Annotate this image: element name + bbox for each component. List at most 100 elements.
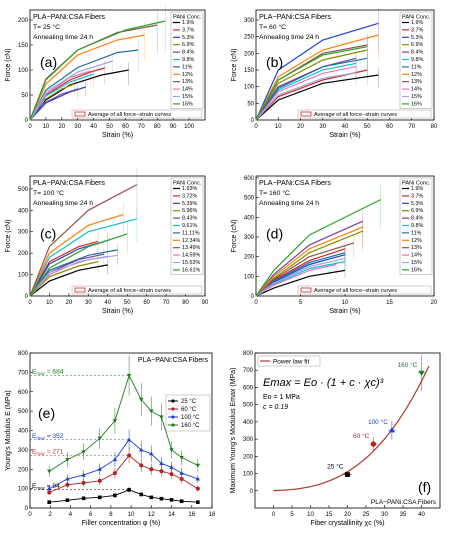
series-line [29, 34, 145, 121]
legend-marker [171, 407, 175, 411]
legend-title: PANi Conc. [173, 15, 202, 21]
annotation-temperature: T= 25 °C [33, 23, 60, 31]
legend-label: 14% [411, 87, 422, 93]
y-tick-label: 500 [18, 187, 29, 193]
x-tick-label: 20 [344, 512, 351, 518]
legend-label: 1.9% [411, 20, 423, 26]
emax-annotation: Emax = 352 [32, 433, 64, 441]
legend-label: 8.4% [411, 50, 423, 56]
panel-title: PLA−PANi:CSA Fibers [33, 12, 105, 21]
data-point [159, 469, 164, 474]
x-tick-label: 10 [342, 300, 349, 306]
y-tick-label: 250 [244, 35, 255, 41]
y-axis-label: Maximum Young's Modulus Emax (MPa) [230, 368, 237, 494]
legend-title: PANi Conc. [402, 181, 431, 187]
legend-label: 16% [411, 267, 422, 273]
data-point [345, 472, 350, 477]
y-tick-label: 100 [243, 472, 254, 478]
data-point [159, 496, 164, 501]
x-tick-label: 80 [182, 300, 189, 306]
y-tick-label: 300 [18, 448, 29, 454]
data-point [179, 476, 184, 481]
series-line [29, 88, 78, 121]
y-tick-label: 50 [247, 101, 254, 107]
series-line [255, 199, 381, 297]
y-tick-label: 500 [243, 403, 254, 409]
series-line [29, 184, 138, 297]
data-point [127, 487, 131, 492]
x-tick-label: 50 [124, 300, 131, 306]
panel-letter: (e) [38, 405, 55, 421]
legend-label: 13% [411, 79, 422, 85]
panel-title: PLA−PANi:CSA Fibers [138, 357, 209, 364]
y-axis-label: Force (cN) [231, 48, 238, 81]
x-tick-label: 20 [297, 124, 304, 130]
data-point [370, 441, 377, 447]
data-point [65, 457, 70, 462]
panel-letter: (a) [40, 54, 57, 70]
y-tick-label: 300 [243, 437, 254, 443]
series-line [255, 22, 379, 121]
panel-e: 0 2 4 6 8 10 12 14 16 18 0 100 200 300 400 500 600 700 800… [5, 351, 216, 527]
data-point [388, 426, 395, 433]
x-axis-label: Strain (%) [329, 308, 360, 315]
annotation-time: Annealing time 24 h [33, 200, 93, 207]
series-line [29, 218, 138, 297]
legend-label: 13% [182, 79, 193, 85]
legend-label: 160 °C [181, 423, 200, 429]
data-point [65, 482, 70, 487]
series-line [29, 261, 99, 297]
y-axis-label: Young's Modulus E (MPa) [5, 390, 12, 470]
y-tick-label: 600 [243, 385, 254, 391]
legend-label: 16% [182, 101, 193, 107]
x-axis-label: Fiber crystallinity χc (%) [310, 520, 384, 527]
legend-label: 60 °C [181, 407, 197, 413]
data-point [97, 436, 102, 441]
legend-label: 1.93% [182, 186, 197, 192]
x-tick-label: 50 [364, 124, 371, 130]
legend-label: 25 °C [181, 399, 197, 405]
legend-label: 6.9% [411, 42, 423, 48]
series-line [255, 252, 346, 297]
x-tick-label: 2 [49, 512, 53, 518]
y-axis-label: Force (cN) [231, 219, 238, 252]
y-tick-label: 0 [25, 506, 29, 512]
legend-label: 5.39% [182, 201, 197, 207]
legend-label: 14% [182, 87, 193, 93]
legend-box [170, 177, 204, 276]
panel-f: 0 5 10 15 20 25 30 35 40010020030040050060070080… [230, 351, 441, 527]
data-point [47, 490, 52, 495]
legend-title: PANi Conc. [402, 15, 431, 21]
x-tick-label: 90 [170, 124, 177, 130]
x-tick-label: 20 [66, 300, 73, 306]
legend-label: 14.59% [182, 253, 200, 259]
y-tick-label: 100 [18, 68, 29, 74]
data-point [139, 492, 144, 497]
plot-frame [29, 175, 206, 297]
annotation-temperature: T= 100 °C [33, 189, 64, 197]
series-line [255, 263, 337, 297]
panel-letter: (c) [40, 225, 56, 241]
series-line [255, 46, 368, 121]
series-line [255, 226, 364, 297]
y-tick-label: 200 [18, 18, 29, 24]
x-tick-label: 6 [89, 512, 93, 518]
x-tick-label: 70 [408, 124, 415, 130]
y-tick-label: 800 [243, 351, 254, 357]
data-point [169, 448, 174, 453]
data-point [112, 419, 118, 424]
data-point [149, 467, 154, 472]
legend-label: 12% [411, 72, 422, 78]
data-point [195, 463, 201, 468]
data-point [112, 457, 118, 462]
legend-label: 5.3% [182, 35, 194, 41]
x-axis-label: Strain (%) [102, 132, 133, 139]
x-axis-label: Strain (%) [329, 132, 360, 139]
legend-box [399, 11, 433, 110]
y-tick-label: 300 [18, 230, 29, 236]
x-tick-label: 20 [431, 300, 438, 306]
data-point [113, 493, 117, 498]
x-tick-label: 60 [386, 124, 393, 130]
